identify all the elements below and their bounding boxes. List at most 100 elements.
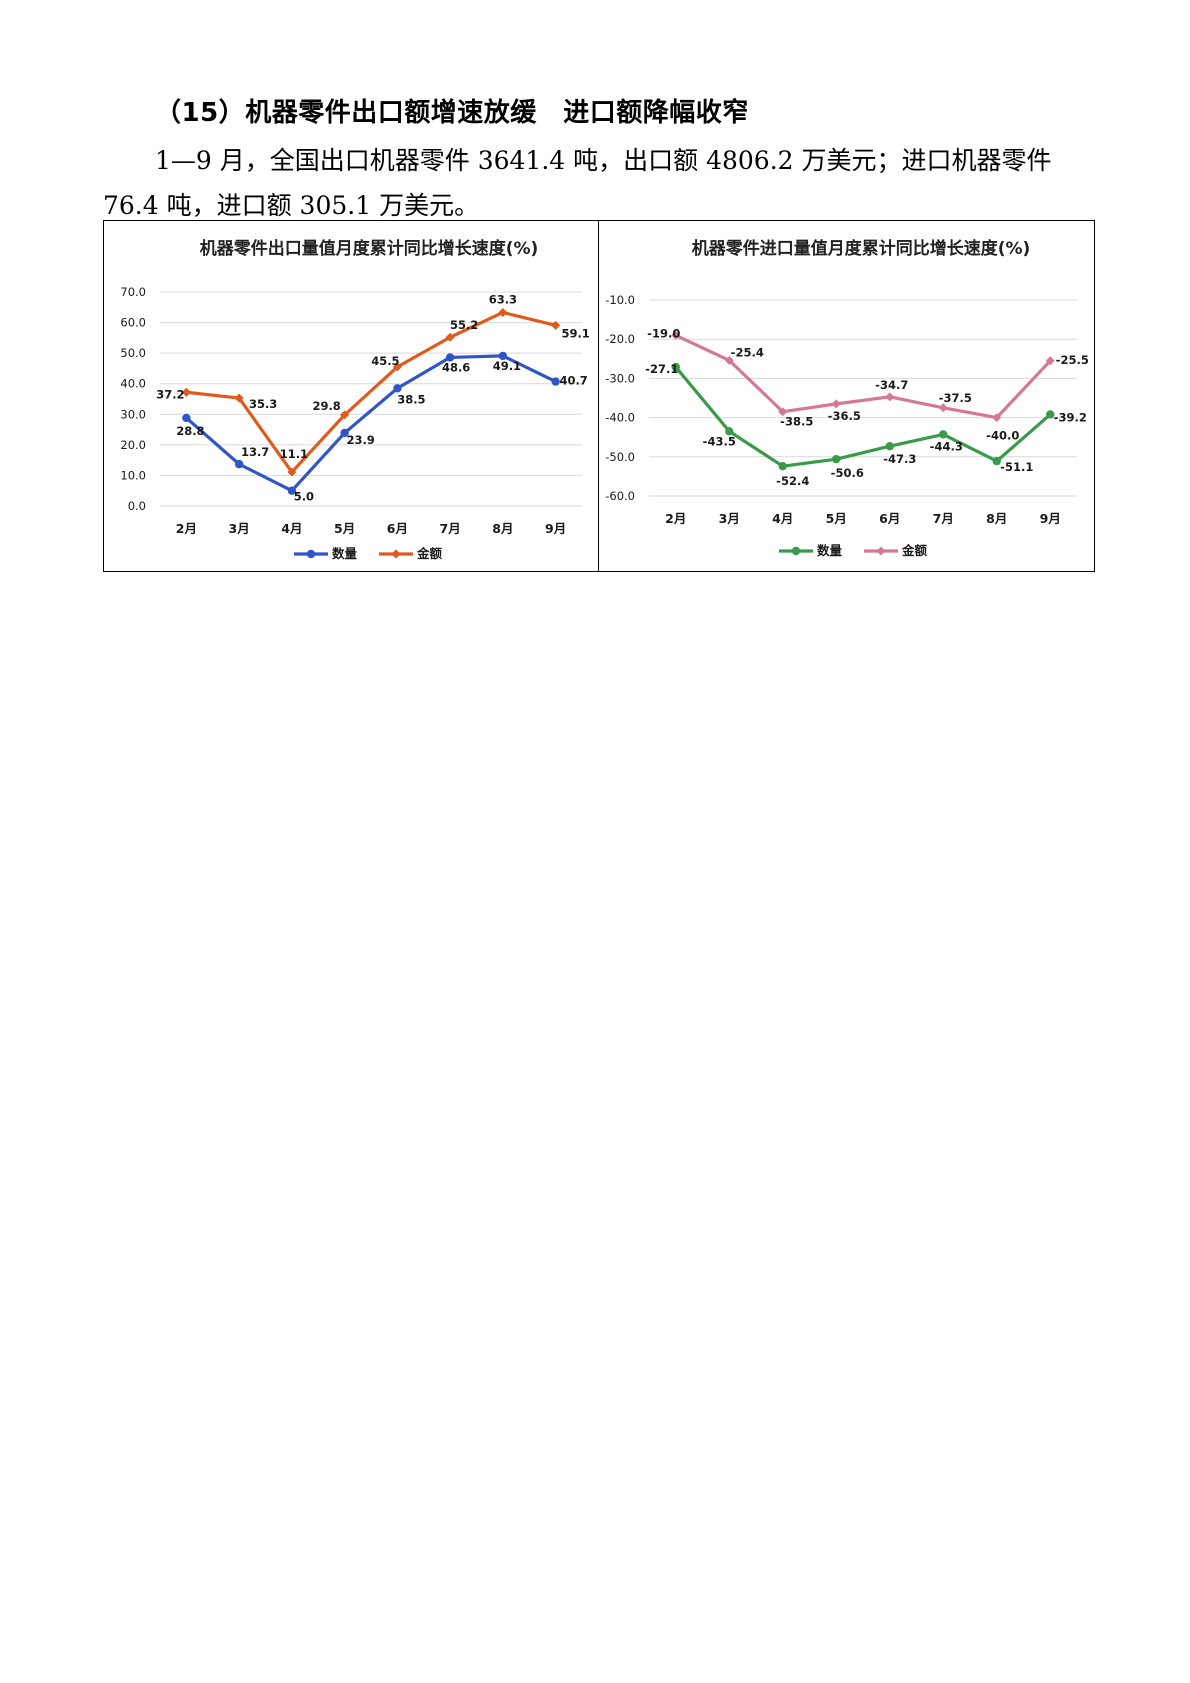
data-label: -44.3	[930, 439, 963, 453]
data-label: 35.3	[249, 397, 277, 411]
legend-marker	[876, 546, 886, 556]
data-label: -37.5	[939, 391, 972, 405]
data-point-marker	[724, 355, 734, 365]
x-tick-label: 6月	[879, 511, 900, 526]
x-tick-label: 9月	[545, 521, 566, 536]
data-point-marker	[287, 467, 297, 477]
series-line-数量	[674, 366, 1052, 468]
data-label: 11.1	[280, 447, 308, 461]
data-label: 5.0	[294, 490, 314, 504]
data-label: 13.7	[241, 445, 269, 459]
summary-text: 1—9 月，全国出口机器零件 3641.4 吨，出口额 4806.2 万美元；进…	[103, 146, 1052, 220]
data-point-marker	[992, 456, 1001, 466]
section-heading: （15）机器零件出口额增速放缓 进口额降幅收窄	[155, 92, 749, 129]
data-label: -27.1	[645, 362, 678, 376]
data-point-marker	[392, 362, 402, 372]
data-point-marker	[725, 427, 734, 436]
data-label: 59.1	[561, 326, 589, 340]
data-point-marker	[671, 330, 681, 340]
section-number: （15）	[155, 98, 246, 128]
data-point-marker	[1045, 356, 1055, 366]
x-tick-label: 5月	[334, 521, 355, 536]
y-tick-label: -60.0	[605, 489, 635, 503]
data-point-marker	[831, 399, 841, 409]
data-label: 63.3	[489, 292, 517, 306]
data-point-marker	[498, 307, 508, 317]
y-tick-label: 40.0	[120, 377, 146, 391]
data-point-marker	[778, 462, 787, 471]
series-line-数量	[185, 354, 557, 493]
data-label: -25.5	[1056, 353, 1089, 367]
data-point-marker	[393, 384, 402, 393]
data-label: -50.6	[831, 466, 864, 480]
data-point-marker	[340, 428, 349, 438]
data-point-marker	[182, 413, 191, 423]
x-tick-label: 8月	[986, 511, 1007, 526]
data-point-marker	[445, 353, 455, 362]
x-tick-label: 2月	[176, 521, 197, 536]
data-point-marker	[938, 403, 948, 413]
data-point-marker	[992, 413, 1002, 423]
x-tick-label: 8月	[492, 521, 513, 536]
data-point-marker	[551, 320, 561, 330]
data-point-marker	[340, 410, 350, 420]
data-label: 55.2	[450, 318, 478, 332]
y-tick-label: 0.0	[128, 499, 146, 513]
data-point-marker	[234, 393, 244, 403]
legend-label: 金额	[901, 543, 928, 558]
data-label: 40.7	[559, 374, 587, 388]
summary-paragraph: 1—9 月，全国出口机器零件 3641.4 吨，出口额 4806.2 万美元；进…	[103, 138, 1093, 228]
export-growth-chart: 机器零件出口量值月度累计同比增长速度(%) 70.0 60.0 50.0 40.0 30.…	[120, 238, 589, 561]
y-tick-label: 10.0	[120, 468, 146, 482]
data-label: -47.3	[883, 452, 916, 466]
data-label: -39.2	[1054, 410, 1087, 424]
series-line-金额	[186, 310, 557, 474]
import-growth-chart: 机器零件进口量值月度累计同比增长速度(%) -10.0 -20.0 -30.0 -40.…	[605, 238, 1089, 558]
legend-label: 数量	[331, 546, 358, 561]
x-tick-label: 4月	[772, 511, 793, 526]
legend-marker	[306, 549, 316, 559]
chart-title: 机器零件出口量值月度累计同比增长速度(%)	[200, 238, 539, 259]
section-title: 机器零件出口额增速放缓 进口额降幅收窄	[245, 98, 749, 128]
x-tick-label: 3月	[719, 511, 740, 526]
x-tick-label: 2月	[665, 511, 686, 526]
y-tick-label: 50.0	[120, 346, 146, 360]
data-label: 48.6	[442, 360, 470, 374]
x-tick-label: 5月	[826, 511, 847, 526]
data-point-marker	[1046, 410, 1055, 419]
y-tick-label: -40.0	[605, 411, 635, 425]
data-label: 23.9	[346, 433, 374, 447]
legend-marker	[791, 546, 801, 556]
data-label: -19.0	[647, 326, 680, 340]
y-tick-label: -20.0	[605, 332, 635, 346]
legend-label: 数量	[816, 543, 843, 558]
data-label: 49.1	[493, 359, 521, 373]
data-label: -25.4	[731, 345, 764, 359]
y-tick-label: 60.0	[120, 316, 146, 330]
x-tick-label: 6月	[387, 521, 408, 536]
data-point-marker	[551, 377, 560, 386]
data-point-marker	[445, 332, 455, 342]
x-tick-label: 7月	[440, 521, 461, 536]
data-label: 28.8	[176, 424, 204, 438]
data-point-marker	[671, 362, 680, 372]
data-label: 45.5	[371, 354, 399, 368]
data-label: -51.1	[1000, 460, 1033, 474]
legend-marker	[391, 549, 401, 559]
y-tick-label: -50.0	[605, 450, 635, 464]
chart-title: 机器零件进口量值月度累计同比增长速度(%)	[692, 238, 1031, 259]
data-label: 37.2	[156, 387, 184, 401]
data-label: -34.7	[875, 378, 908, 392]
x-tick-label: 7月	[933, 511, 954, 526]
x-tick-label: 3月	[229, 521, 250, 536]
x-tick-label: 9月	[1040, 511, 1061, 526]
y-tick-label: 20.0	[120, 438, 146, 452]
y-tick-label: -30.0	[605, 371, 635, 385]
data-label: 38.5	[397, 392, 425, 406]
data-point-marker	[939, 430, 948, 439]
export-chart-panel: 机器零件出口量值月度累计同比增长速度(%) 70.0 60.0 50.0 40.0 30.…	[103, 220, 599, 572]
series-line-金额	[675, 333, 1052, 420]
data-point-marker	[832, 454, 841, 464]
x-tick-label: 4月	[281, 521, 302, 536]
data-point-marker	[778, 407, 788, 417]
